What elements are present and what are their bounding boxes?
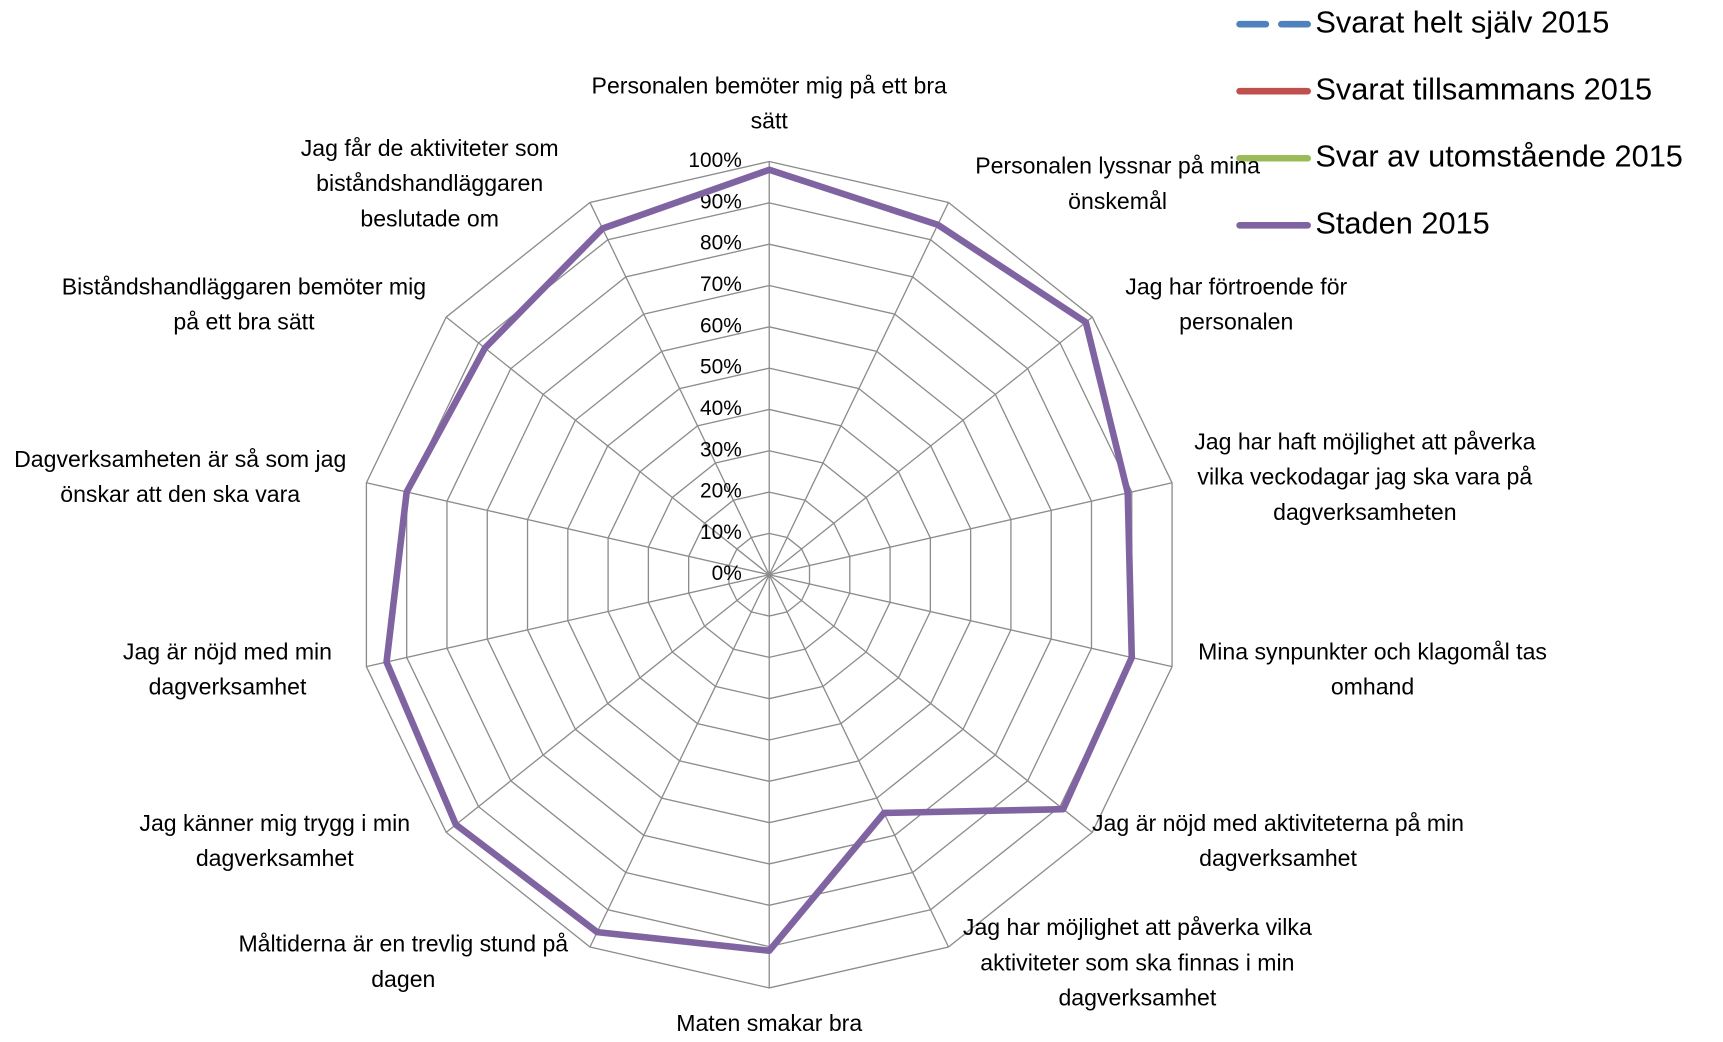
spoke [769, 574, 1173, 668]
category-label: Personalen bemöter mig på ett bra sätt [591, 73, 947, 135]
category-label: Jag har möjlighet att påverka vilka akti… [962, 915, 1312, 1011]
spoke [445, 316, 770, 576]
spoke [589, 202, 770, 576]
category-label: Personalen lyssnar på mina önskemål [975, 153, 1260, 215]
category-label: Jag har haft möjlighet att påverka vilka… [1194, 429, 1536, 526]
category-label: Måltiderna är en trevlig stund på dagen [238, 931, 569, 993]
y-tick-label: 80% [700, 232, 742, 255]
legend-label: Staden 2015 [1315, 205, 1489, 240]
y-tick-label: 10% [700, 521, 742, 544]
category-label: Jag känner mig trygg i min dagverksamhet [139, 810, 411, 872]
y-tick-label: 70% [700, 273, 742, 296]
category-label: Mina synpunkter och klagomål tas omhand [1198, 639, 1547, 700]
y-tick-label: 30% [700, 438, 742, 461]
category-label: Dagverksamheten är så som jag önskar att… [14, 447, 347, 508]
y-tick-label: 90% [700, 190, 742, 213]
spoke [768, 574, 1093, 833]
y-tick-label: 20% [700, 480, 742, 503]
category-label: Jag får de aktiviteter som biståndshandl… [300, 136, 559, 232]
legend-label: Svarat tillsammans 2015 [1315, 71, 1652, 106]
y-tick-label: 40% [700, 397, 742, 420]
y-tick-label: 60% [700, 314, 742, 337]
category-label: Maten smakar bra [676, 1010, 863, 1037]
spoke [768, 574, 950, 948]
spoke [445, 574, 770, 833]
spoke [366, 574, 770, 668]
y-tick-label: 0% [712, 562, 742, 585]
y-tick-label: 50% [700, 356, 742, 379]
spoke [589, 574, 770, 948]
spoke [366, 482, 770, 576]
category-label: Jag är nöjd med min dagverksamhet [122, 639, 333, 700]
spoke [768, 202, 950, 576]
legend-label: Svar av utomstående 2015 [1315, 138, 1683, 173]
legend-label: Svarat helt själv 2015 [1315, 4, 1609, 39]
spoke [769, 482, 1173, 576]
category-label: Jag har förtroende för personalen [1125, 274, 1348, 336]
y-tick-label: 100% [688, 149, 741, 172]
series-line [383, 166, 1136, 955]
category-label: Jag är nöjd med aktiviteterna på min dag… [1092, 810, 1465, 872]
spoke [768, 316, 1093, 576]
category-label: Biståndshandläggaren bemöter mig på ett … [61, 274, 427, 336]
